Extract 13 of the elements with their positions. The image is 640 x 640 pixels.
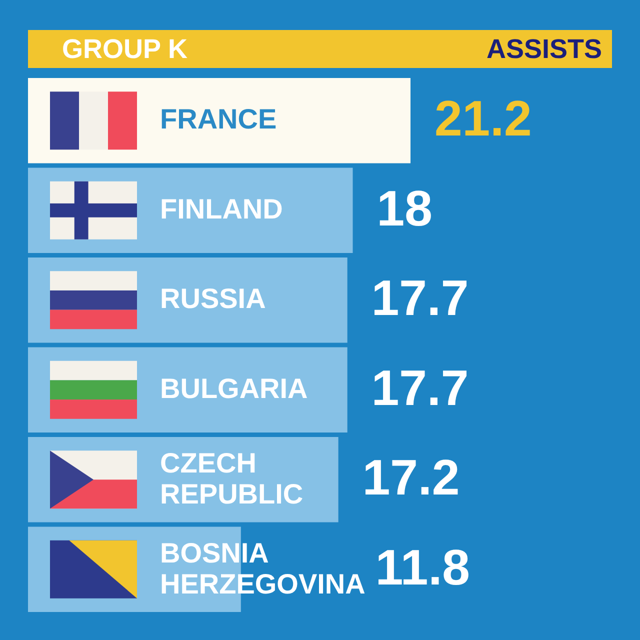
data-label: 17.7 bbox=[371, 360, 469, 416]
data-label: 17.2 bbox=[362, 450, 460, 506]
data-label: 17.7 bbox=[371, 270, 469, 326]
y-tick-label: FRANCE bbox=[160, 104, 277, 135]
data-label: 21.2 bbox=[434, 90, 532, 147]
data-label: 11.8 bbox=[375, 539, 470, 596]
x-axis-title: ASSISTS bbox=[486, 34, 602, 64]
y-tick-label: BULGARIA bbox=[160, 372, 308, 404]
chart-title: GROUP K bbox=[62, 34, 188, 64]
y-tick-label: RUSSIA bbox=[160, 283, 266, 314]
y-tick-label: CZECH REPUBLIC bbox=[160, 448, 304, 510]
data-label: 18 bbox=[376, 180, 432, 236]
y-tick-label: FINLAND bbox=[160, 193, 283, 224]
